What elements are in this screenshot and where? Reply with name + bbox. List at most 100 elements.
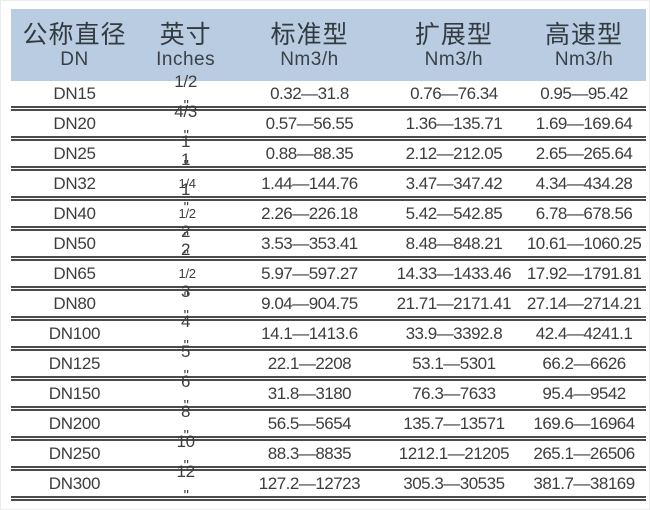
inches-cell: 6 " <box>138 370 233 418</box>
inches-cell: 10 " <box>138 430 233 478</box>
extended-range-cell: 8.48—848.21 <box>405 233 503 253</box>
inches-quote-mark: " <box>183 486 189 504</box>
highspeed-range-cell: 2.65—265.64 <box>535 143 633 163</box>
column-header-extended-type: 扩展型 Nm3/h <box>386 9 523 81</box>
inches-cell: 4 " <box>138 310 233 358</box>
table-row: DN65 2 1/2 " 5.97—597.27 14.33—1433.46 17.92—1… <box>11 240 646 306</box>
table-row: DN40 1 1/2 " 2.26—226.18 5.42—542.85 6.78—678.… <box>11 180 646 246</box>
standard-range-cell: 5.97—597.27 <box>261 263 358 283</box>
column-header-inches: 英寸 Inches <box>138 9 233 81</box>
inches-quote-mark: " <box>183 198 189 216</box>
inches-cell: 1 1/4 " <box>138 148 233 220</box>
inches-quote-mark: " <box>183 456 189 474</box>
column-header-label: 高速型 <box>545 21 624 49</box>
highspeed-range-cell: 381.7—38169 <box>533 473 635 493</box>
inches-cell: 1/2 " <box>138 70 233 118</box>
inches-quote-mark: " <box>183 306 189 324</box>
highspeed-range-cell: 1.69—169.64 <box>535 113 633 133</box>
table-row: DN50 2 " 3.53—353.41 8.48—848.21 10.61—1060.2… <box>11 222 646 264</box>
highspeed-range-cell: 66.2—6626 <box>542 353 626 373</box>
extended-range-cell: 135.7—13571 <box>403 413 505 433</box>
highspeed-range-cell: 27.14—2714.21 <box>526 293 642 313</box>
standard-range-cell: 0.88—88.35 <box>265 143 354 163</box>
inches-fraction: 1/2 <box>178 205 196 221</box>
dn-cell: DN150 <box>48 383 101 403</box>
highspeed-range-cell: 42.4—4241.1 <box>535 323 633 343</box>
standard-range-cell: 3.53—353.41 <box>261 233 358 253</box>
dn-cell: DN100 <box>48 323 101 343</box>
highspeed-range-cell: 265.1—26506 <box>533 443 635 463</box>
inches-cell: 2 " <box>138 220 233 268</box>
inches-quote-mark: " <box>183 126 189 144</box>
dn-cell: DN80 <box>53 293 96 313</box>
table-row: DN100 4 " 14.1—1413.6 33.9—3392.8 42.4—4241.1 <box>11 312 646 354</box>
column-header-standard-type: 标准型 Nm3/h <box>233 9 385 81</box>
inches-quote-mark: " <box>183 366 189 384</box>
highspeed-range-cell: 95.4—9542 <box>542 383 626 403</box>
highspeed-range-cell: 6.78—678.56 <box>535 203 633 223</box>
extended-range-cell: 33.9—3392.8 <box>405 323 503 343</box>
flow-spec-table: 公称直径 DN 英寸 Inches 标准型 Nm3/h 扩展型 Nm3/h 高速… <box>11 9 646 504</box>
column-header-sublabel: Nm3/h <box>424 49 484 70</box>
table-row: DN80 3 " 9.04—904.75 21.71—2171.41 27.14—2714… <box>11 282 646 324</box>
extended-range-cell: 14.33—1433.46 <box>396 263 512 283</box>
dn-cell: DN300 <box>48 473 101 493</box>
inches-quote-mark: " <box>183 336 189 354</box>
table-row: DN20 4/3 " 0.57—56.55 1.36—135.71 1.69—169.64 <box>11 102 646 144</box>
highspeed-range-cell: 0.95—95.42 <box>540 83 628 103</box>
dn-cell: DN125 <box>48 353 101 373</box>
inches-cell: 5 " <box>138 340 233 388</box>
column-header-sublabel: Inches <box>156 49 216 70</box>
inches-quote-mark: " <box>183 96 189 114</box>
inches-quote-mark: " <box>183 246 189 264</box>
standard-range-cell: 56.5—5654 <box>267 413 352 433</box>
inches-quote-mark: " <box>183 396 189 414</box>
inches-cell: 8 " <box>138 400 233 448</box>
highspeed-range-cell: 169.6—16964 <box>533 413 635 433</box>
dn-cell: DN65 <box>53 263 96 283</box>
extended-range-cell: 5.42—542.85 <box>405 203 503 223</box>
inches-cell: 2 1/2 " <box>138 238 233 310</box>
inches-cell: 3 " <box>138 280 233 328</box>
column-header-label: 英寸 <box>159 21 212 49</box>
extended-range-cell: 1212.1—21205 <box>398 443 510 463</box>
column-header-sublabel: Nm3/h <box>280 49 339 70</box>
table-body: DN15 1/2 " 0.32—31.8 0.76—76.34 0.95—95.42 DN2… <box>11 72 646 504</box>
inches-quote-mark: " <box>183 288 189 306</box>
inches-cell: 1 " <box>138 130 233 178</box>
table-row: DN25 1 " 0.88—88.35 2.12—212.05 2.65—265.64 <box>11 132 646 174</box>
extended-range-cell: 305.3—30535 <box>403 473 505 493</box>
table-row: DN32 1 1/4 " 1.44—144.76 3.47—347.42 4.34—434.… <box>11 150 646 216</box>
table-row: DN15 1/2 " 0.32—31.8 0.76—76.34 0.95—95.42 <box>11 72 646 114</box>
column-header-label: 扩展型 <box>414 21 493 49</box>
extended-range-cell: 1.36—135.71 <box>405 113 503 133</box>
standard-range-cell: 0.32—31.8 <box>270 83 349 103</box>
standard-range-cell: 0.57—56.55 <box>265 113 354 133</box>
inches-fraction: 1/4 <box>178 175 196 191</box>
inches-cell: 12 " <box>138 460 233 508</box>
column-header-highspeed-type: 高速型 Nm3/h <box>522 9 646 81</box>
table-row: DN250 10 " 88.3—8835 1212.1—21205 265.1—26506 <box>11 432 646 474</box>
table-row: DN150 6 " 31.8—3180 76.3—7633 95.4—9542 <box>11 372 646 414</box>
standard-range-cell: 22.1—2208 <box>267 353 352 373</box>
inches-quote-mark: " <box>183 228 189 246</box>
standard-range-cell: 9.04—904.75 <box>261 293 358 313</box>
column-header-sublabel: DN <box>60 49 89 70</box>
column-header-sublabel: Nm3/h <box>554 49 614 70</box>
inches-quote-mark: " <box>183 426 189 444</box>
dn-cell: DN40 <box>53 203 96 223</box>
extended-range-cell: 21.71—2171.41 <box>396 293 512 313</box>
inches-cell: 1 1/2 " <box>138 178 233 250</box>
column-header-label: 公称直径 <box>22 21 127 49</box>
extended-range-cell: 76.3—7633 <box>412 383 496 403</box>
dn-cell: DN250 <box>48 443 101 463</box>
extended-range-cell: 0.76—76.34 <box>410 83 498 103</box>
dn-cell: DN200 <box>48 413 101 433</box>
dn-cell: DN32 <box>53 173 96 193</box>
column-header-label: 标准型 <box>270 21 349 49</box>
table-row: DN125 5 " 22.1—2208 53.1—5301 66.2—6626 <box>11 342 646 384</box>
extended-range-cell: 2.12—212.05 <box>405 143 503 163</box>
standard-range-cell: 31.8—3180 <box>267 383 352 403</box>
extended-range-cell: 53.1—5301 <box>412 353 496 373</box>
highspeed-range-cell: 10.61—1060.25 <box>526 233 642 253</box>
